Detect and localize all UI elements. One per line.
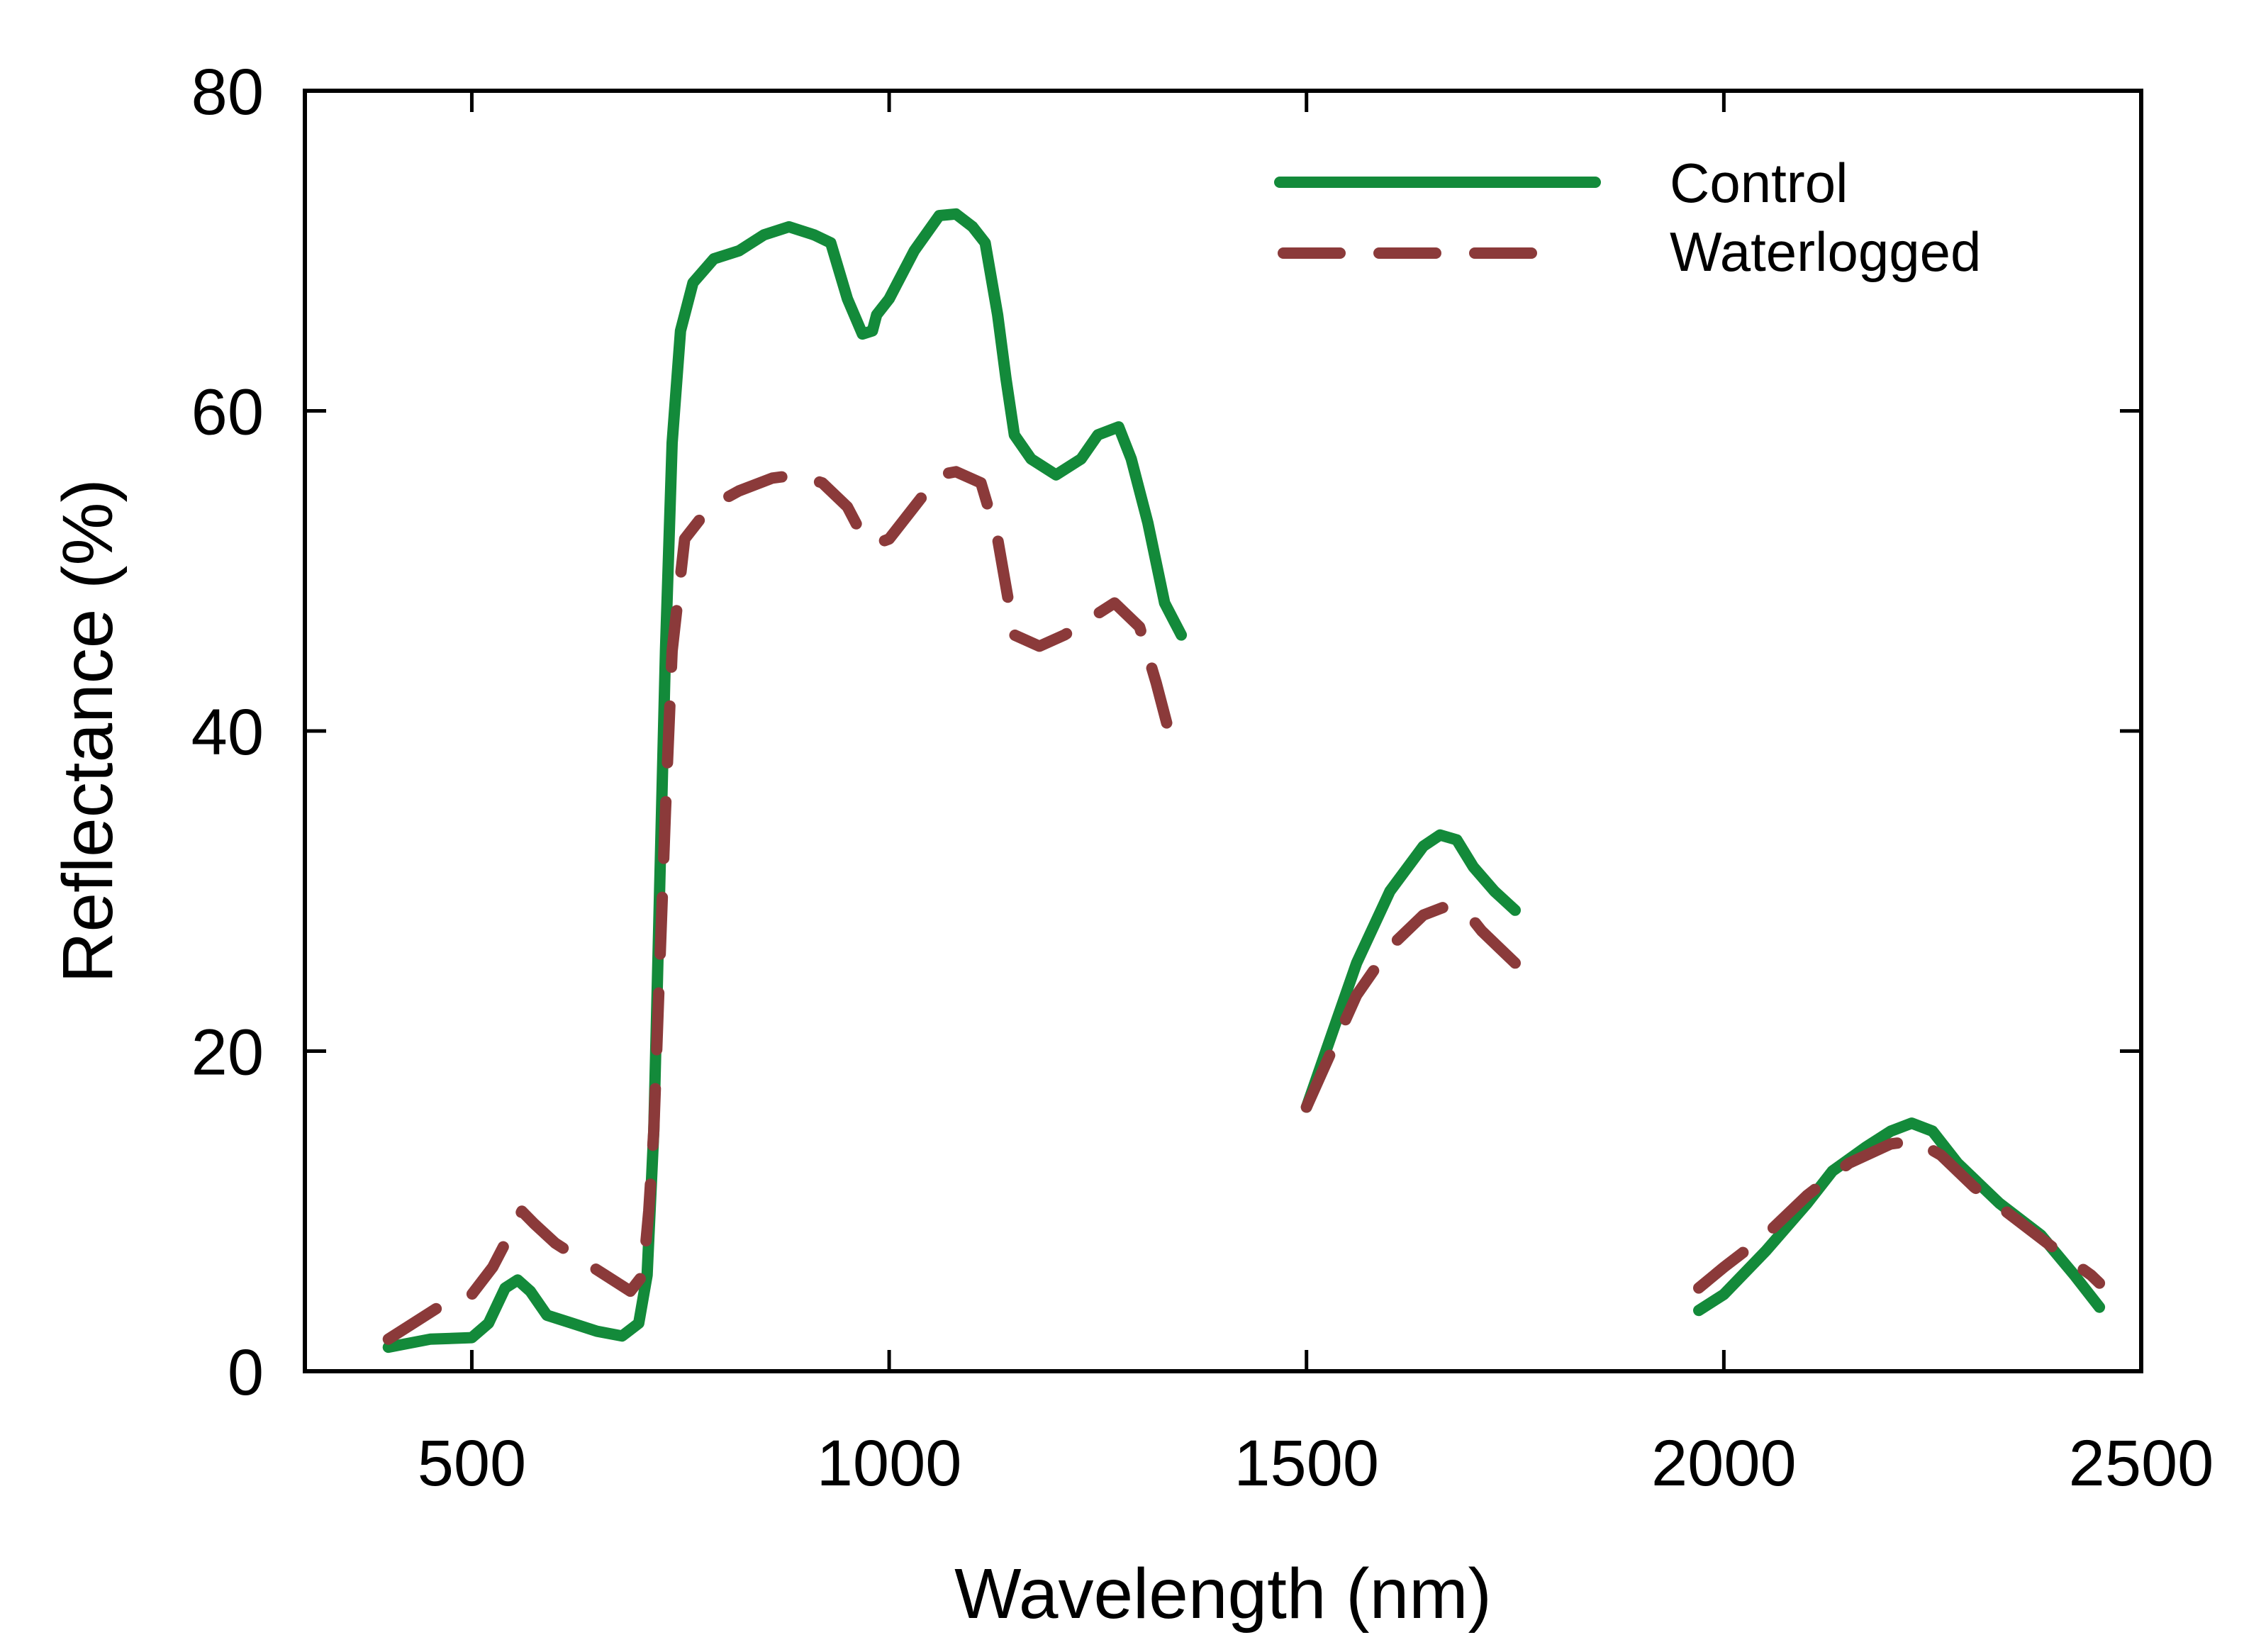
- y-tick-label-80: 80: [191, 56, 264, 128]
- y-tick-label-0: 0: [228, 1336, 264, 1409]
- x-tick-label-2500: 2500: [2069, 1427, 2214, 1500]
- series-waterlogged-segment-1: [382, 466, 1188, 1345]
- series-control-segment-3: [1693, 1117, 2106, 1317]
- legend-label-waterlogged: Waterlogged: [1670, 221, 1981, 283]
- x-tick-label-2000: 2000: [1651, 1427, 1797, 1500]
- x-tick-label-1000: 1000: [817, 1427, 962, 1500]
- legend: Control Waterlogged: [1274, 152, 1981, 283]
- series-waterlogged-segment-2: [1300, 901, 1521, 1113]
- ticks-layer: 500 1000 1500 2000 2500 0 20 40 60 80: [191, 56, 2214, 1500]
- legend-label-control: Control: [1670, 152, 1848, 214]
- series-control-segment-2: [1300, 829, 1521, 1113]
- x-tick-label-500: 500: [418, 1427, 527, 1500]
- y-tick-label-60: 60: [191, 376, 264, 449]
- series-layer: [382, 208, 2106, 1354]
- y-axis-title: Reflectance (%): [48, 479, 128, 983]
- x-tick-label-1500: 1500: [1234, 1427, 1379, 1500]
- x-axis-title: Wavelength (nm): [954, 1554, 1492, 1634]
- series-control-segment-1: [382, 208, 1188, 1354]
- y-tick-label-40: 40: [191, 696, 264, 769]
- y-tick-label-20: 20: [191, 1017, 264, 1089]
